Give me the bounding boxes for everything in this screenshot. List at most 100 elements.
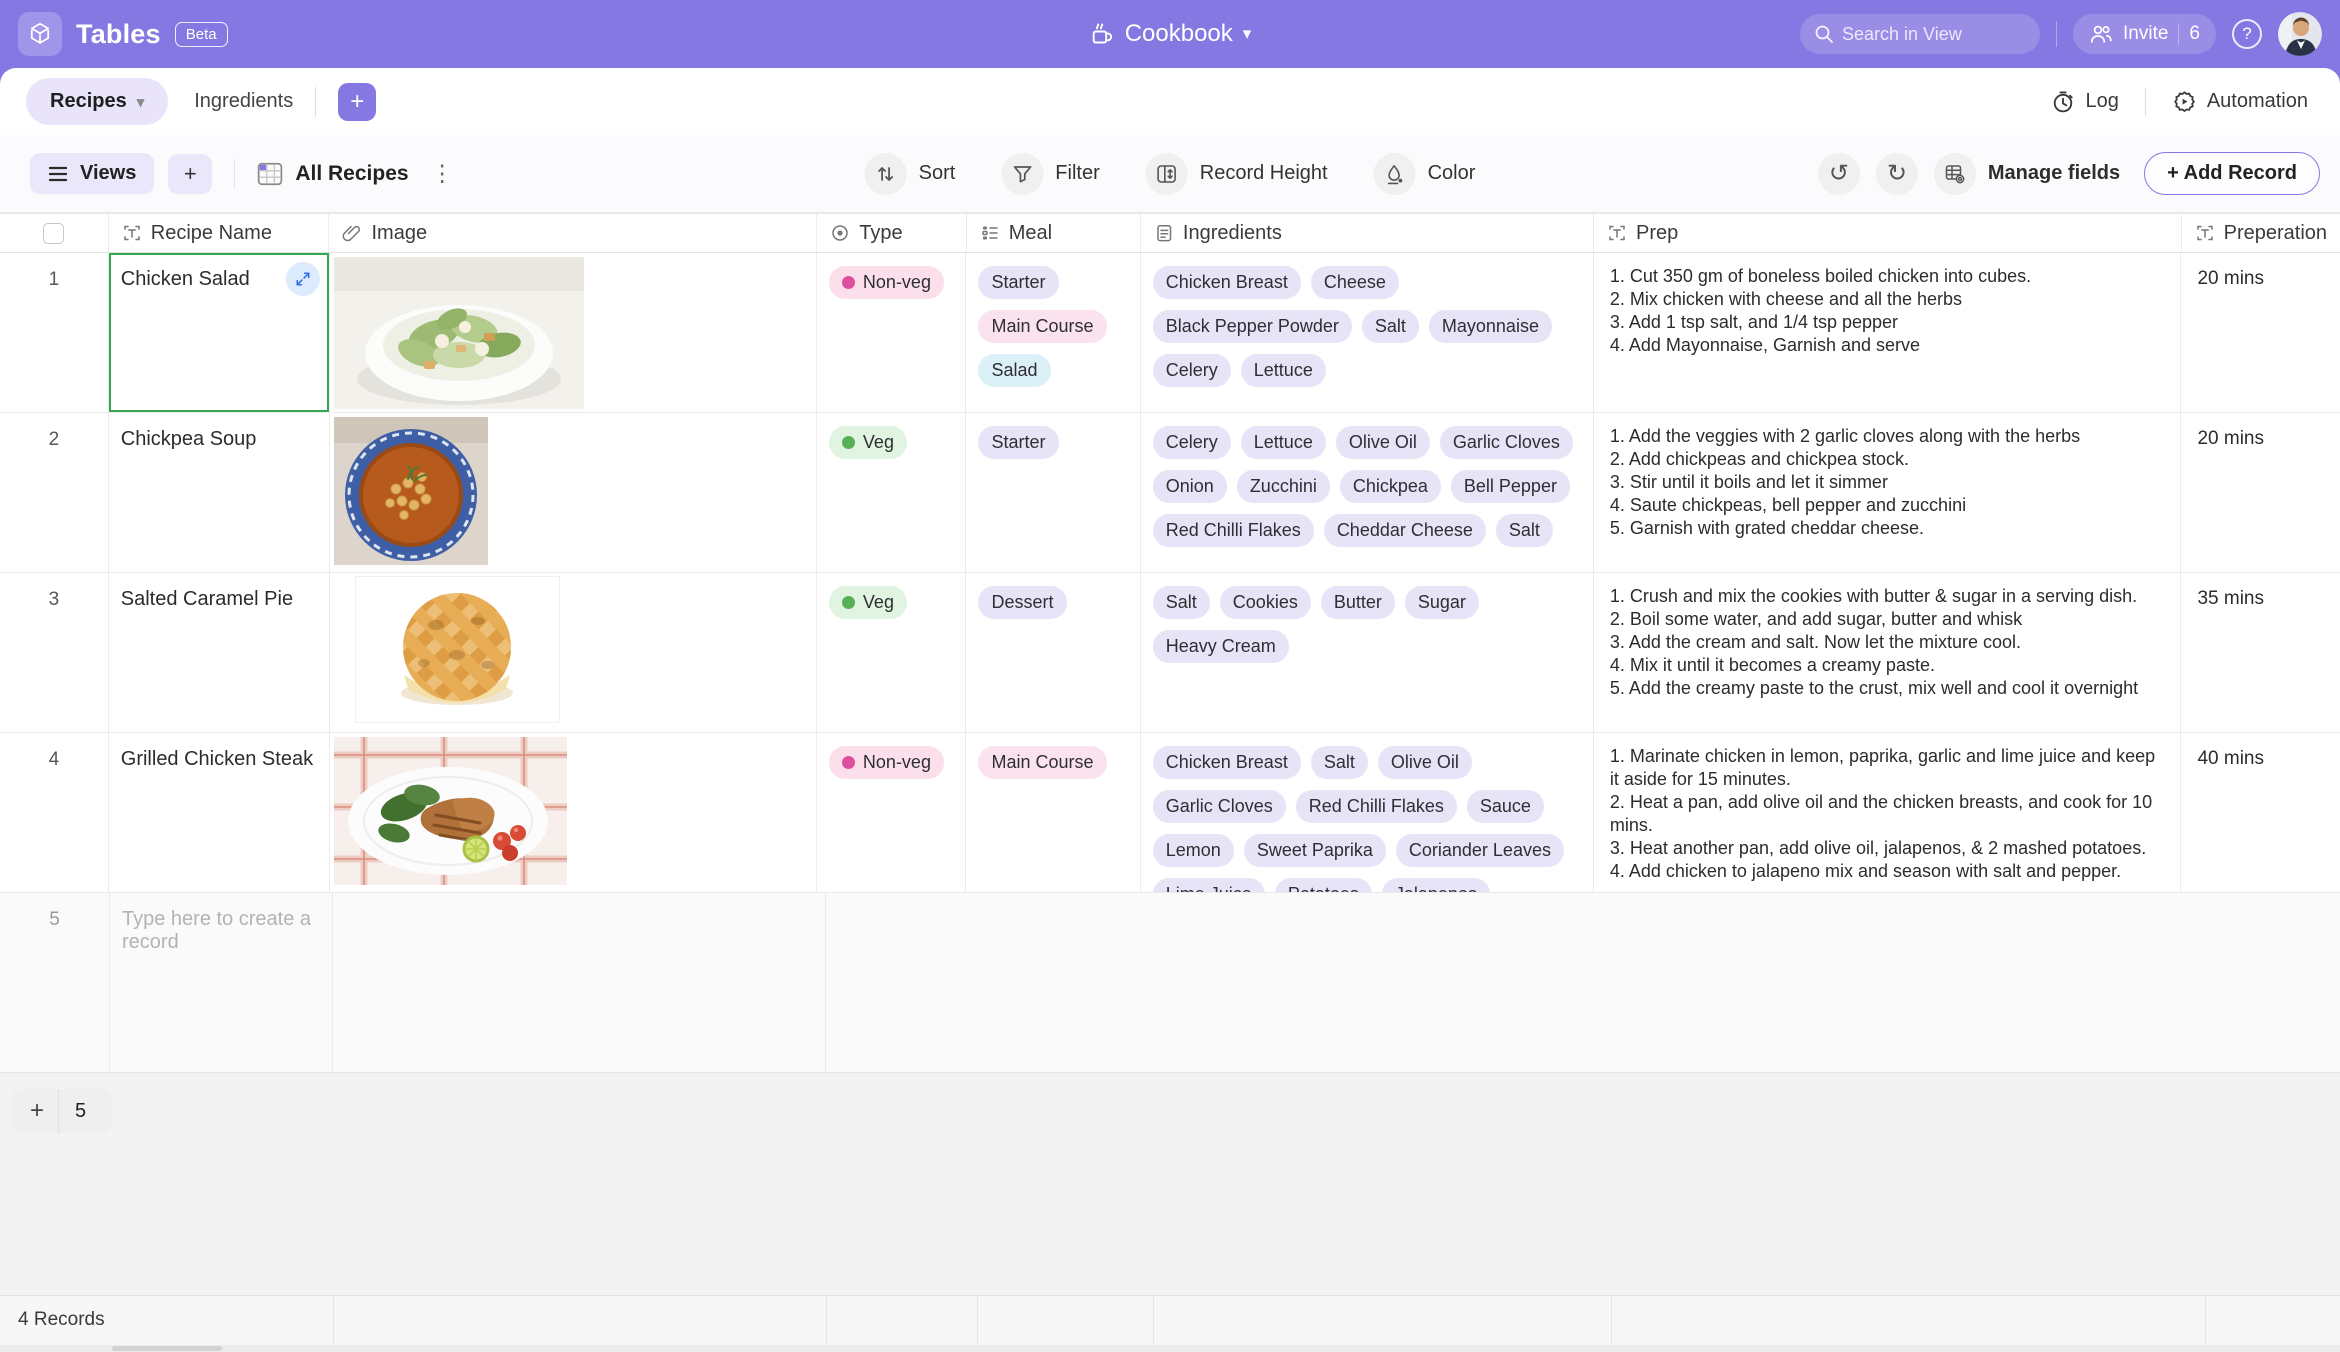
- tab-ingredients-label: Ingredients: [194, 90, 294, 112]
- meal-chip: Dessert: [978, 586, 1067, 619]
- cell-image[interactable]: [330, 733, 817, 892]
- cell-ingredients[interactable]: Chicken Breast Salt Olive Oil Garlic Clo…: [1141, 733, 1594, 892]
- ingredient-chip: Lime Juice: [1152, 878, 1265, 892]
- cell-meal[interactable]: Dessert: [966, 573, 1141, 732]
- ingredient-chip: Celery: [1152, 426, 1231, 459]
- tab-ingredients[interactable]: Ingredients: [194, 90, 293, 113]
- cell-recipe-name[interactable]: Grilled Chicken Steak: [109, 733, 330, 892]
- undo-button[interactable]: ↺: [1817, 152, 1860, 195]
- avatar[interactable]: [2278, 12, 2322, 56]
- sort-button[interactable]: Sort: [864, 152, 955, 195]
- cell-type[interactable]: Veg: [817, 573, 967, 732]
- column-label: Prep: [1636, 221, 1679, 244]
- add-rows-button[interactable]: + 5: [12, 1089, 113, 1133]
- tab-divider: [315, 86, 317, 117]
- filter-button[interactable]: Filter: [1001, 152, 1100, 195]
- prep-time-text: 35 mins: [2197, 588, 2264, 609]
- color-button[interactable]: Color: [1373, 152, 1475, 195]
- current-view[interactable]: All Recipes: [257, 162, 409, 186]
- cell-meal[interactable]: Main Course: [966, 733, 1141, 892]
- cell-meal[interactable]: Starter Main Course Salad: [966, 253, 1141, 412]
- ingredient-chip: Sauce: [1466, 790, 1544, 823]
- search-input[interactable]: [1800, 14, 2040, 54]
- recipe-name-text: Chicken Salad: [120, 268, 250, 290]
- prep-steps: 1. Crush and mix the cookies with butter…: [1609, 586, 2139, 698]
- toolbar-divider: [234, 158, 236, 189]
- column-header-image[interactable]: Image: [329, 214, 818, 252]
- manage-fields-button[interactable]: Manage fields: [1933, 152, 2120, 195]
- ingredient-chip: Salt: [1152, 586, 1210, 619]
- help-button[interactable]: ?: [2232, 19, 2262, 49]
- add-table-button[interactable]: +: [338, 82, 377, 121]
- cell-prep-time[interactable]: 35 mins: [2181, 573, 2340, 732]
- table-header-row: Recipe Name Image Type Meal: [0, 213, 2340, 253]
- ingredient-chip: Cheese: [1310, 266, 1399, 299]
- cell-recipe-name[interactable]: Chicken Salad: [109, 253, 330, 412]
- ingredient-chip: Red Chilli Flakes: [1152, 514, 1314, 547]
- cell-prep[interactable]: 1. Add the veggies with 2 garlic cloves …: [1594, 413, 2182, 572]
- prep-time-text: 20 mins: [2197, 428, 2264, 449]
- automation-button[interactable]: Automation: [2166, 89, 2314, 114]
- ingredient-chip: Chicken Breast: [1152, 746, 1301, 779]
- multi-select-icon: [981, 226, 998, 240]
- ingredient-chip: Salt: [1310, 746, 1368, 779]
- record-height-button[interactable]: Record Height: [1145, 152, 1328, 195]
- cell-prep-time[interactable]: 20 mins: [2181, 413, 2340, 572]
- row-number: 3: [0, 573, 109, 732]
- column-header-preparation-time[interactable]: Preperation: [2182, 214, 2340, 252]
- hamburger-icon: [48, 166, 68, 181]
- ingredient-chip: Chickpea: [1339, 470, 1441, 503]
- column-header-recipe-name[interactable]: Recipe Name: [109, 214, 330, 252]
- log-button[interactable]: Log: [2045, 90, 2124, 114]
- cell-type[interactable]: Veg: [817, 413, 967, 572]
- app-title: Tables: [76, 18, 161, 49]
- views-button[interactable]: Views: [30, 153, 155, 194]
- workspace-switcher[interactable]: Cookbook ▾: [1089, 20, 1252, 48]
- redo-button[interactable]: ↻: [1875, 152, 1918, 195]
- cell-meal[interactable]: Starter: [966, 413, 1141, 572]
- cell-prep[interactable]: 1. Crush and mix the cookies with butter…: [1594, 573, 2182, 732]
- cell-prep[interactable]: 1. Cut 350 gm of boneless boiled chicken…: [1594, 253, 2182, 412]
- column-header-prep[interactable]: Prep: [1594, 214, 2182, 252]
- cell-image[interactable]: [330, 253, 817, 412]
- ingredient-chip: Lettuce: [1240, 426, 1326, 459]
- column-header-ingredients[interactable]: Ingredients: [1141, 214, 1595, 252]
- automation-icon: [2174, 91, 2195, 112]
- add-rows-count[interactable]: 5: [75, 1099, 87, 1122]
- type-chip: Non-veg: [828, 746, 944, 779]
- cell-prep-time[interactable]: 20 mins: [2181, 253, 2340, 412]
- type-chip: Veg: [828, 586, 907, 619]
- color-droplet-icon: [1387, 164, 1403, 184]
- cell-ingredients[interactable]: Salt Cookies Butter Sugar Heavy Cream: [1141, 573, 1594, 732]
- tab-recipes[interactable]: Recipes ▾: [26, 78, 169, 125]
- chevron-down-icon: ▾: [1242, 24, 1252, 43]
- select-all-checkbox[interactable]: [43, 222, 65, 244]
- scrollbar-thumb[interactable]: [112, 1346, 222, 1351]
- question-icon: ?: [2242, 24, 2252, 43]
- cell-ingredients[interactable]: Chicken Breast Cheese Black Pepper Powde…: [1141, 253, 1594, 412]
- cell-image[interactable]: [330, 573, 817, 732]
- add-record-button[interactable]: + Add Record: [2144, 152, 2320, 195]
- add-view-button[interactable]: +: [168, 153, 213, 194]
- cell-recipe-name[interactable]: Salted Caramel Pie: [109, 573, 330, 732]
- meal-chip: Starter: [978, 426, 1059, 459]
- nonveg-dot: [841, 276, 855, 289]
- expand-record-button[interactable]: [285, 262, 320, 296]
- column-header-type[interactable]: Type: [817, 214, 967, 252]
- cell-prep[interactable]: 1. Marinate chicken in lemon, paprika, g…: [1594, 733, 2182, 892]
- records-count: 4 Records: [18, 1309, 105, 1330]
- cell-type[interactable]: Non-veg: [817, 253, 967, 412]
- cell-type[interactable]: Non-veg: [817, 733, 967, 892]
- view-options-kebab[interactable]: ⋮: [430, 160, 454, 186]
- column-header-meal[interactable]: Meal: [967, 214, 1141, 252]
- cell-prep-time[interactable]: 40 mins: [2181, 733, 2340, 892]
- cell-image[interactable]: [330, 413, 817, 572]
- cell-recipe-name[interactable]: Chickpea Soup: [109, 413, 330, 572]
- workspace-name: Cookbook: [1124, 20, 1233, 47]
- user-photo: [2278, 12, 2322, 56]
- invite-button[interactable]: Invite 6: [2073, 14, 2216, 54]
- search-box: [1800, 14, 2040, 54]
- new-record-input[interactable]: Type here to create a record: [110, 893, 333, 1072]
- cell-ingredients[interactable]: Celery Lettuce Olive Oil Garlic Cloves O…: [1141, 413, 1594, 572]
- app-logo-icon[interactable]: [18, 12, 62, 56]
